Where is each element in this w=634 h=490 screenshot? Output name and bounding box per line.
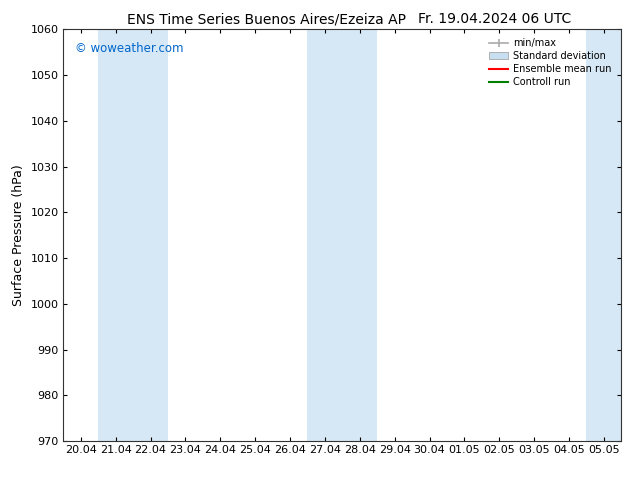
Bar xyxy=(307,29,377,441)
Text: © woweather.com: © woweather.com xyxy=(75,42,183,55)
Legend: min/max, Standard deviation, Ensemble mean run, Controll run: min/max, Standard deviation, Ensemble me… xyxy=(485,34,616,91)
Bar xyxy=(586,29,621,441)
Text: Fr. 19.04.2024 06 UTC: Fr. 19.04.2024 06 UTC xyxy=(418,12,571,26)
Text: ENS Time Series Buenos Aires/Ezeiza AP: ENS Time Series Buenos Aires/Ezeiza AP xyxy=(127,12,406,26)
Y-axis label: Surface Pressure (hPa): Surface Pressure (hPa) xyxy=(12,164,25,306)
Bar xyxy=(98,29,168,441)
